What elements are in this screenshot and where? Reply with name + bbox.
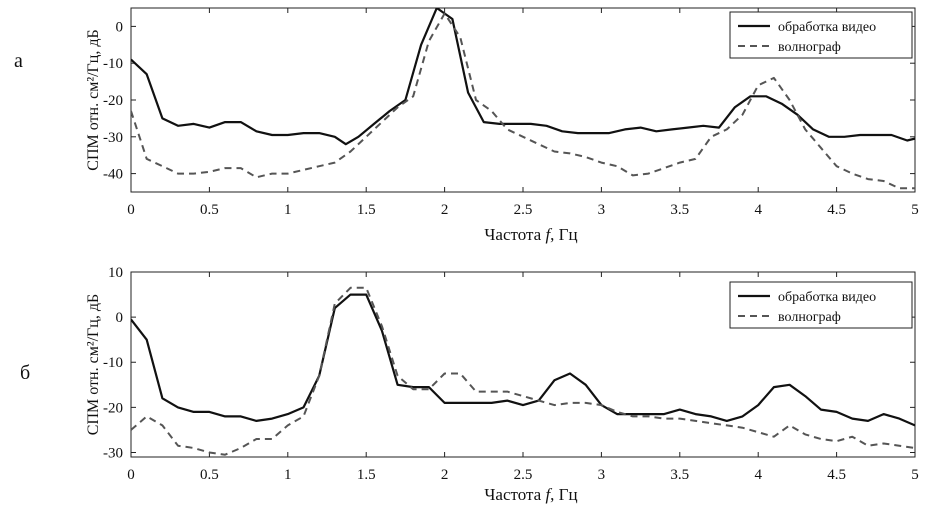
y-axis-label: СПМ отн. см²/Гц, дБ [85, 29, 102, 170]
x-tick-label: 5 [911, 202, 919, 218]
y-tick-label: -10 [103, 56, 123, 72]
x-tick-label: 3 [598, 467, 606, 483]
x-tick-label: 5 [911, 467, 919, 483]
x-tick-label: 3.5 [670, 202, 689, 218]
legend-box [729, 11, 913, 59]
legend-label: волнограф [778, 310, 841, 325]
y-tick-label: -10 [103, 355, 123, 371]
chart-panel-1: 0 0.5 1 1.5 2 2.5 3 3.5 4 4.5 5 10 0 -10 -20 -30 Частота… [85, 265, 919, 504]
x-tick-label: 2 [441, 467, 449, 483]
y-tick-label: 0 [116, 19, 124, 35]
legend: обработка видео волнограф [729, 11, 913, 59]
legend-label: обработка видео [778, 20, 876, 35]
series-line-video [131, 8, 915, 146]
y-tick-label: -30 [103, 130, 123, 146]
y-axis-label: СПМ отн. см²/Гц, дБ [85, 294, 102, 435]
x-tick-label: 4 [754, 202, 762, 218]
x-tick-label: 4.5 [827, 467, 846, 483]
x-tick-label: 1 [284, 202, 292, 218]
chart-panel-0: 0 0.5 1 1.5 2 2.5 3 3.5 4 4.5 5 0 -10 -20 -30 -40 Частот… [85, 7, 919, 244]
x-tick-label: 1.5 [357, 467, 376, 483]
legend-label: обработка видео [778, 290, 876, 305]
x-tick-label: 2.5 [514, 467, 533, 483]
x-tick-label: 1 [284, 467, 292, 483]
x-tick-label: 3.5 [670, 467, 689, 483]
x-tick-label: 1.5 [357, 202, 376, 218]
y-tick-label: 10 [108, 265, 123, 281]
panel-letter-a: а [14, 50, 23, 72]
x-tick-label: 4.5 [827, 202, 846, 218]
panel-letter-b: б [20, 362, 31, 384]
series-line-wave-gauge [131, 12, 915, 190]
legend: обработка видео волнограф [729, 281, 913, 329]
x-tick-label: 0 [127, 467, 135, 483]
series-line-video [131, 293, 915, 427]
x-tick-label: 0 [127, 202, 135, 218]
x-axis-label: Частота f, Гц [484, 485, 577, 504]
legend-box [729, 281, 913, 329]
x-tick-label: 2 [441, 202, 449, 218]
y-tick-label: -20 [103, 400, 123, 416]
x-tick-label: 3 [598, 202, 606, 218]
x-tick-label: 4 [754, 467, 762, 483]
y-tick-label: 0 [116, 310, 124, 326]
y-tick-label: -40 [103, 167, 123, 183]
x-tick-label: 0.5 [200, 202, 219, 218]
x-tick-label: 2.5 [514, 202, 533, 218]
series-line-wave-gauge [131, 286, 915, 456]
y-tick-label: -30 [103, 445, 123, 461]
legend-label: волнограф [778, 40, 841, 55]
x-tick-label: 0.5 [200, 467, 219, 483]
y-tick-label: -20 [103, 93, 123, 109]
x-axis-label: Частота f, Гц [484, 225, 577, 244]
